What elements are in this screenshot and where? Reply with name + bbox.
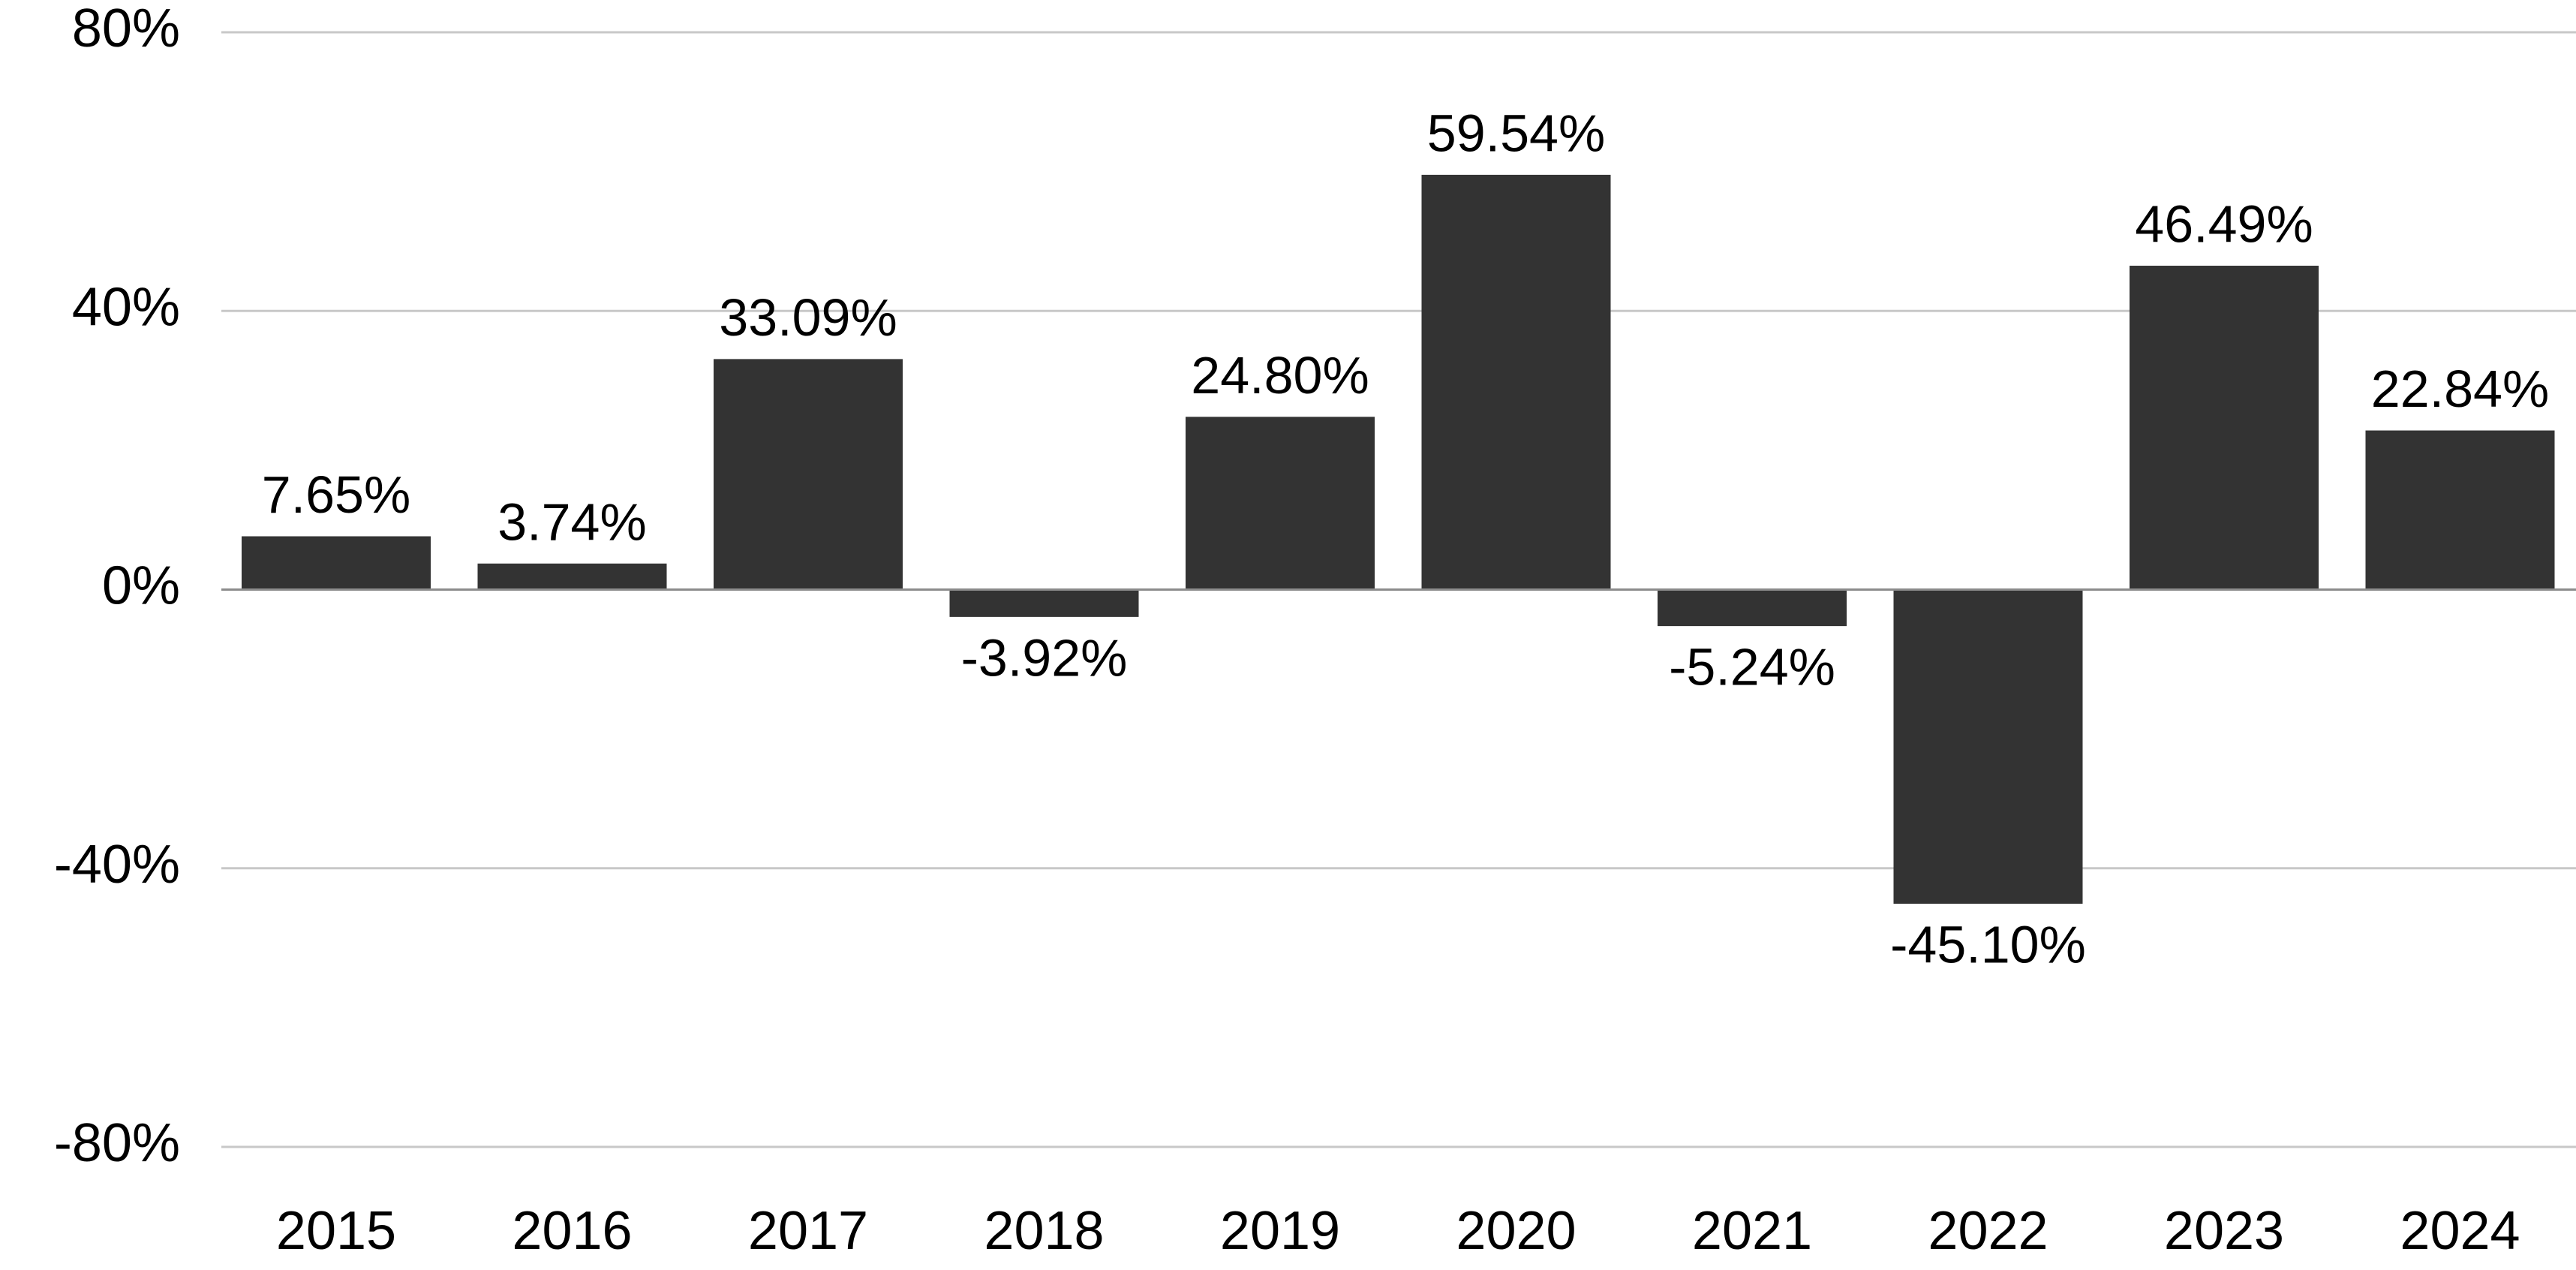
data-label-2021: -5.24%	[1669, 638, 1835, 697]
bar-2016	[477, 563, 667, 590]
bar-2021	[1658, 589, 1847, 627]
data-label-2018: -3.92%	[961, 628, 1128, 687]
x-tick-label-2018: 2018	[984, 1201, 1104, 1261]
y-tick-label: -40%	[54, 835, 180, 895]
bar-2018	[949, 589, 1139, 617]
bar-2023	[2130, 266, 2319, 590]
data-label-2016: 3.74%	[497, 492, 646, 551]
y-tick-label: -80%	[54, 1113, 180, 1173]
y-tick-label: 80%	[72, 0, 180, 59]
data-labels: 7.65% 3.74% 33.09% -3.92% 24.80% 59.54% -5.24%…	[262, 104, 2549, 974]
data-label-2020: 59.54%	[1427, 104, 1605, 162]
x-tick-label-2015: 2015	[276, 1201, 396, 1261]
x-tick-label-2021: 2021	[1692, 1201, 1812, 1261]
y-axis-tick-labels: 80% 40% 0% -40% -80%	[54, 0, 180, 1173]
x-tick-label-2019: 2019	[1220, 1201, 1340, 1261]
data-label-2017: 33.09%	[719, 288, 897, 347]
bar-2020	[1421, 174, 1611, 590]
x-tick-label-2023: 2023	[2164, 1201, 2284, 1261]
data-label-2022: -45.10%	[1890, 916, 2086, 974]
bar-2024	[2365, 430, 2555, 590]
x-tick-label-2024: 2024	[2400, 1201, 2520, 1261]
x-tick-label-2022: 2022	[1928, 1201, 2048, 1261]
x-tick-label-2020: 2020	[1456, 1201, 1576, 1261]
y-tick-label: 0%	[102, 556, 180, 616]
bars	[242, 174, 2555, 904]
x-axis-tick-labels: 2015 2016 2017 2018 2019 2020 2021 2022 2023 2024	[276, 1201, 2520, 1261]
bar-2019	[1186, 417, 1375, 590]
x-tick-label-2016: 2016	[512, 1201, 632, 1261]
data-label-2023: 46.49%	[2135, 194, 2313, 253]
bar-2017	[714, 359, 903, 590]
y-tick-label: 40%	[72, 277, 180, 337]
data-label-2024: 22.84%	[2371, 360, 2549, 418]
data-label-2019: 24.80%	[1191, 346, 1369, 405]
x-tick-label-2017: 2017	[748, 1201, 868, 1261]
data-label-2015: 7.65%	[262, 465, 410, 524]
bar-2015	[242, 536, 431, 590]
bar-2022	[1893, 589, 2083, 904]
